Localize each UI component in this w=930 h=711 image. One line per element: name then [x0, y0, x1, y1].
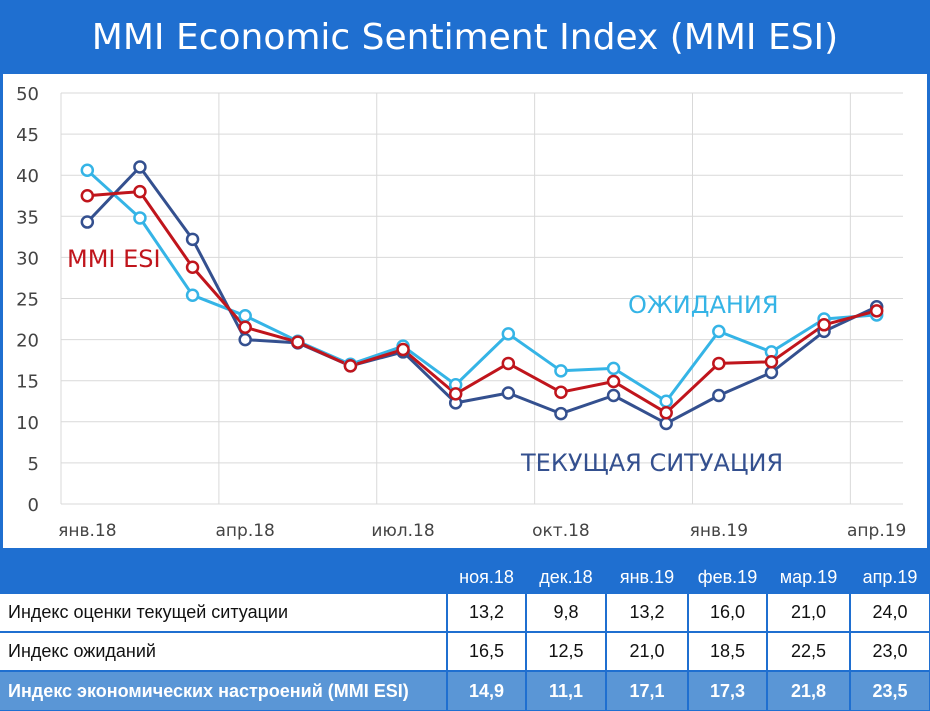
series-point-2 [554, 385, 568, 399]
table-row-esi: Индекс экономических настроений (MMI ESI… [0, 671, 930, 710]
table-cell: 17,3 [688, 671, 768, 710]
series-point-0 [606, 361, 621, 376]
series-point-0 [238, 309, 252, 323]
table-header-row: ноя.18 дек.18 янв.19 фев.19 мар.19 апр.1… [0, 560, 930, 594]
series-point-2 [396, 342, 410, 357]
x-tick-label: окт.18 [532, 521, 590, 541]
table-header-cell: апр.19 [850, 560, 930, 594]
x-tick-label: апр.19 [847, 521, 906, 541]
series-point-1 [764, 365, 779, 380]
series-point-2 [291, 335, 305, 349]
series-point-1 [501, 386, 516, 400]
series-line-0 [86, 169, 877, 403]
series-point-2 [817, 318, 831, 332]
table-row: Индекс оценки текущей ситуации 13,2 9,8 … [0, 594, 930, 633]
y-tick-label: 15 [16, 372, 39, 393]
y-tick-label: 30 [16, 248, 39, 269]
annotation-mmi-esi: MMI ESI [67, 245, 161, 273]
table-cell: 23,0 [850, 632, 930, 672]
table-header-cell: фев.19 [688, 560, 767, 594]
series-point-0 [185, 288, 200, 302]
y-tick-label: 0 [28, 495, 39, 516]
series-point-2 [501, 356, 516, 371]
series-point-1 [554, 406, 568, 421]
annotation-current-situation: ТЕКУЩАЯ СИТУАЦИЯ [520, 449, 783, 477]
table-cell: 17,1 [606, 671, 689, 710]
table-cell: 12,5 [526, 632, 607, 672]
table-cell: 13,2 [447, 594, 527, 633]
series-point-2 [80, 189, 95, 203]
series-point-2 [133, 184, 147, 199]
series-line-1 [86, 165, 878, 425]
series-point-1 [80, 215, 95, 229]
y-tick-label: 20 [16, 331, 39, 352]
table-header-cell: янв.19 [606, 560, 688, 594]
series-point-1 [133, 160, 147, 174]
table-cell: 18,5 [688, 632, 768, 672]
series-point-2 [448, 387, 463, 401]
series-point-1 [659, 416, 673, 431]
series-point-0 [712, 324, 726, 339]
series-point-2 [869, 304, 884, 318]
table-header-cell: ноя.18 [447, 560, 526, 594]
table-cell: 16,5 [447, 632, 527, 672]
table-cell: 16,0 [688, 594, 768, 633]
line-chart: 0 5 10 15 20 25 30 35 40 45 50 янв.18 апр.18 июл.18 о… [16, 84, 906, 541]
y-tick-label: 10 [16, 413, 39, 434]
table-cell: 14,9 [447, 671, 527, 710]
table-cell: 22,5 [767, 632, 851, 672]
row-label: Индекс ожиданий [0, 632, 448, 672]
table-cell: 11,1 [526, 671, 607, 710]
table-cell: 9,8 [526, 594, 607, 633]
x-tick-label: янв.18 [58, 521, 116, 541]
series-point-2 [659, 406, 673, 420]
y-tick-label: 50 [16, 84, 39, 105]
series-point-2 [343, 359, 358, 373]
data-table: ноя.18 дек.18 янв.19 фев.19 мар.19 апр.1… [0, 560, 930, 711]
series-point-2 [712, 356, 726, 371]
series-point-0 [133, 211, 147, 225]
series-points [80, 160, 884, 431]
page-title: MMI Economic Sentiment Index (MMI ESI) [91, 16, 839, 58]
series-point-2 [185, 260, 200, 275]
row-label: Индекс экономических настроений (MMI ESI… [0, 671, 448, 710]
y-tick-label: 5 [28, 454, 39, 475]
x-tick-label: апр.18 [216, 521, 275, 541]
series-line-2 [87, 190, 878, 415]
table-cell: 24,0 [850, 594, 930, 633]
x-tick-label: янв.19 [690, 521, 748, 541]
series-point-2 [606, 374, 621, 389]
table-cell: 23,5 [850, 671, 930, 710]
table-cell: 21,8 [767, 671, 851, 710]
table-cell: 21,0 [767, 594, 851, 633]
series-point-1 [185, 232, 200, 247]
series-point-1 [606, 388, 621, 403]
series-point-2 [238, 320, 252, 335]
series-point-1 [712, 388, 726, 403]
table-header-cell: мар.19 [767, 560, 850, 594]
series-point-0 [554, 364, 568, 378]
table-row: Индекс ожиданий 16,5 12,5 21,0 18,5 22,5… [0, 632, 930, 672]
y-axis: 0 5 10 15 20 25 30 35 40 45 50 [16, 84, 39, 516]
series-point-1 [238, 332, 252, 347]
table-cell: 21,0 [606, 632, 689, 672]
table-header-cell: дек.18 [526, 560, 606, 594]
table-header-blank [0, 560, 447, 594]
x-axis: янв.18 апр.18 июл.18 окт.18 янв.19 апр.19 [58, 521, 906, 541]
y-tick-label: 45 [16, 125, 39, 146]
series-point-0 [80, 163, 95, 178]
y-tick-label: 35 [16, 207, 39, 228]
series-point-0 [501, 327, 516, 341]
x-tick-label: июл.18 [371, 521, 434, 541]
annotation-expectations: ОЖИДАНИЯ [628, 291, 779, 319]
chart-panel: 0 5 10 15 20 25 30 35 40 45 50 янв.18 апр.18 июл.18 о… [3, 74, 927, 548]
series-lines [86, 165, 878, 425]
series-point-2 [764, 355, 779, 369]
row-label: Индекс оценки текущей ситуации [0, 594, 448, 633]
y-tick-label: 25 [16, 290, 39, 311]
series-point-0 [659, 394, 673, 408]
table-cell: 13,2 [606, 594, 689, 633]
y-tick-label: 40 [16, 166, 39, 187]
